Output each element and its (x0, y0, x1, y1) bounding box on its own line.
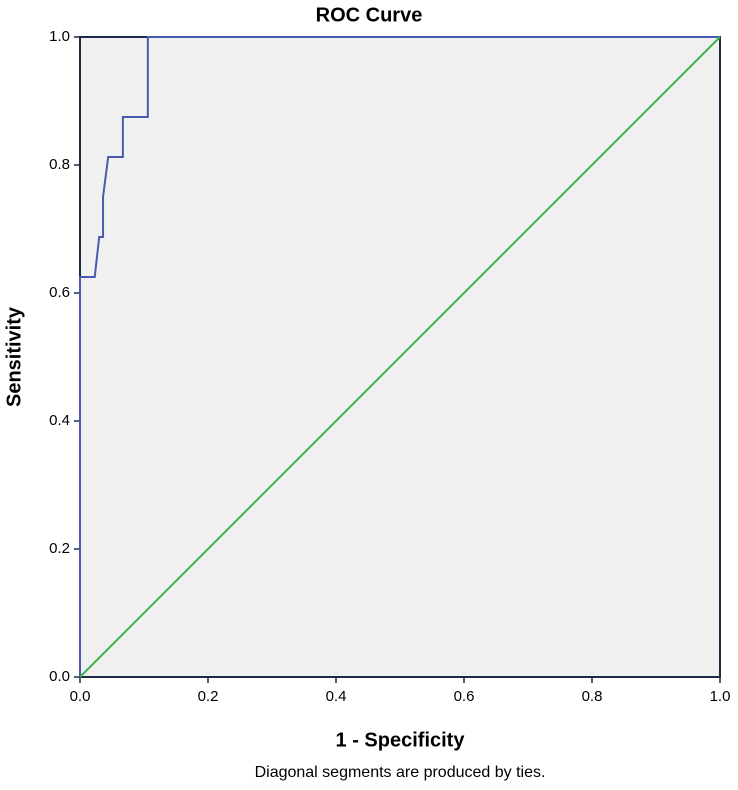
chart-title: ROC Curve (316, 4, 423, 26)
y-tick-label: 1.0 (49, 28, 70, 45)
footnote: Diagonal segments are produced by ties. (255, 764, 546, 781)
y-tick-label: 0.2 (49, 540, 70, 557)
y-tick-label: 0.8 (49, 156, 70, 173)
x-tick-label: 0.6 (454, 688, 475, 705)
x-tick-label: 0.8 (582, 688, 603, 705)
y-tick-label: 0.6 (49, 284, 70, 301)
x-tick-label: 0.2 (198, 688, 219, 705)
y-tick-label: 0.0 (49, 668, 70, 685)
y-axis-label: Sensitivity (3, 306, 25, 407)
x-tick-label: 0.4 (326, 688, 347, 705)
x-tick-label: 1.0 (710, 688, 731, 705)
x-axis-label: 1 - Specificity (336, 729, 466, 751)
line (79, 36, 721, 678)
x-tick-label: 0.0 (70, 688, 91, 705)
y-tick-label: 0.4 (49, 412, 70, 429)
line (79, 36, 720, 677)
